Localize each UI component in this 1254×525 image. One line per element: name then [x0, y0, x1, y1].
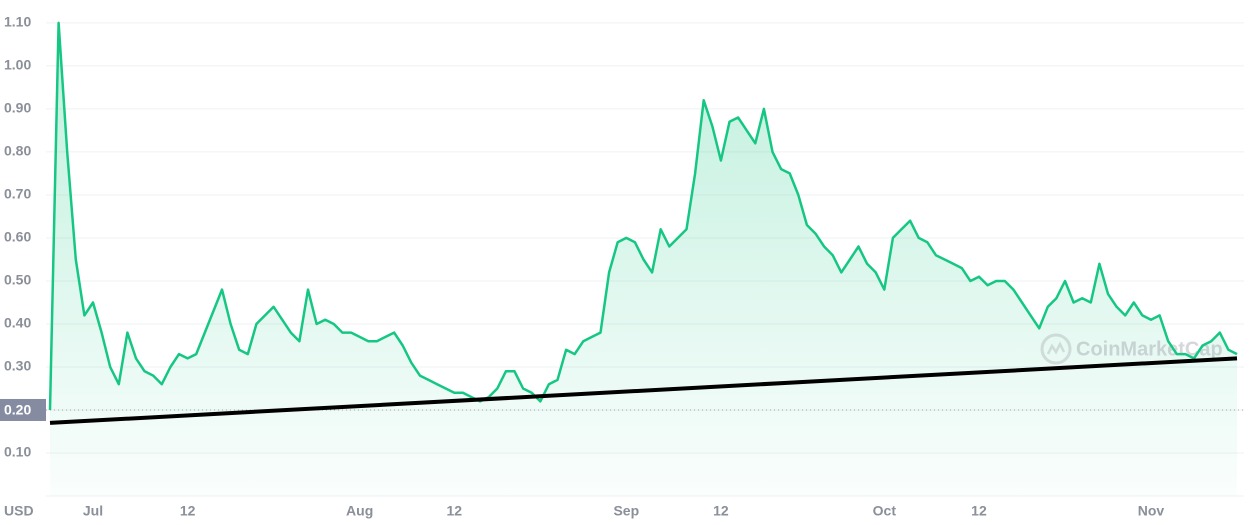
y-tick-label: 1.00 [4, 57, 31, 73]
y-unit: USD [4, 503, 34, 519]
x-tick-label: 12 [180, 503, 196, 519]
y-tick-label: 1.10 [4, 14, 31, 30]
x-tick-label: Aug [346, 503, 373, 519]
y-tick-highlight [0, 398, 46, 421]
y-tick-label: 0.60 [4, 229, 31, 245]
x-tick-label: Jul [83, 503, 103, 519]
area [50, 22, 1237, 497]
y-tick-label: 0.50 [4, 272, 31, 288]
x-tick-label: 12 [971, 503, 987, 519]
x-tick-label: Nov [1138, 503, 1165, 519]
price-line [48, 21, 1238, 411]
y-tick-label: 0.10 [4, 444, 31, 460]
y-tick-label: 0.80 [4, 143, 31, 159]
y-tick-label: 0.40 [4, 315, 31, 331]
x-tick-label: 12 [446, 503, 462, 519]
y-tick-label: 0.20 [4, 402, 31, 418]
x-tick-label: 12 [713, 503, 729, 519]
x-tick-label: Oct [873, 503, 897, 519]
trendline [49, 356, 1238, 425]
y-tick-label: 0.30 [4, 358, 31, 374]
x-tick-label: Sep [613, 503, 639, 519]
y-tick-label: 0.90 [4, 100, 31, 116]
y-tick-label: 0.70 [4, 186, 31, 202]
